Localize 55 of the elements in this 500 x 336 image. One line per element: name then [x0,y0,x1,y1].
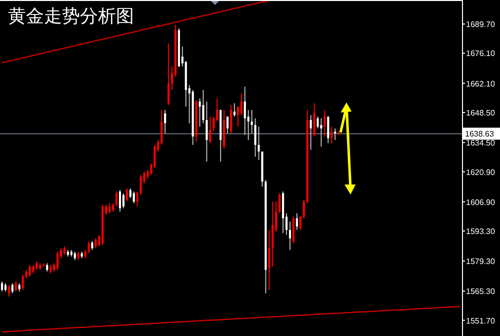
candlestick [28,264,31,278]
candlestick [233,102,236,118]
candlestick [0,280,4,292]
candlestick [320,118,322,148]
chart-title: 黄金走势分析图 [8,6,134,27]
candlestick [11,282,14,294]
candlestick [268,229,270,290]
candlestick [56,251,59,270]
candlestick [126,188,128,202]
candlestick [122,192,124,209]
candlestick [129,188,132,199]
y-tick-label: 1634.50 [466,138,496,148]
candlestick [91,240,94,250]
y-tick-label: 1606.90 [466,198,496,207]
candlestick [292,216,294,244]
candlestick [327,116,330,144]
y-tick-label: 1579.30 [466,257,496,266]
candlestick [108,202,111,214]
y-tick-label: 1593.30 [466,227,496,236]
candlestick [22,274,24,290]
candlestick [310,114,312,150]
y-tick-label: 1662.10 [466,79,496,88]
candlestick [244,86,246,136]
candlestick [94,238,97,249]
y-tick-label: 1648.50 [466,108,496,118]
candlestick [8,284,10,297]
line-series [1,0,270,64]
candlestick [230,104,232,134]
line-series [1,306,461,332]
y-tick-label: 1676.10 [466,49,496,58]
y-tick-label: 1565.30 [466,287,496,296]
candlestick [206,101,208,162]
candlestick [330,126,333,144]
candlestick [272,201,274,268]
candlestick [118,190,122,212]
candlestick [168,42,170,106]
candlestick [324,109,326,138]
y-tick-label: 1551.70 [466,316,496,326]
y-tick-label: 1620.90 [466,168,496,177]
candlestick [164,109,166,134]
candlestick [226,116,229,134]
candlestick [299,216,302,230]
y-tick-label: 1689.70 [466,20,496,30]
candlestick [296,212,298,230]
candlestick [334,128,336,140]
candlestick [209,116,212,144]
candlestick [240,92,242,116]
candlestick [278,192,281,214]
candlestick [14,280,17,292]
candlestick [302,199,305,219]
candlestick [313,102,316,138]
candlestick [132,191,135,204]
ref-line-label: 1638.63 [465,130,494,139]
candlestick [115,191,118,208]
candlestick [288,221,292,250]
